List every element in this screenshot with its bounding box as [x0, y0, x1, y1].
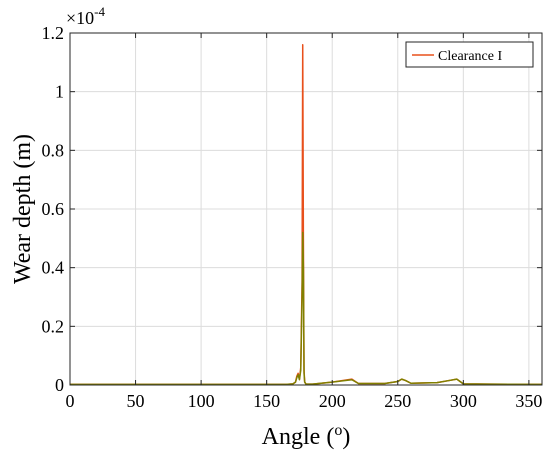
x-axis-label-main: Angle ( [262, 424, 335, 450]
x-tick-label: 300 [450, 391, 477, 411]
y-tick-label: 1 [55, 82, 64, 102]
y-exponent-value: -4 [94, 4, 105, 19]
x-tick-label: 350 [515, 391, 542, 411]
y-tick-label: 0.2 [42, 316, 65, 336]
y-tick-label: 0.4 [42, 258, 65, 278]
series-line-2 [70, 231, 543, 386]
x-tick-label: 0 [66, 391, 75, 411]
y-tick-label: 0.6 [42, 199, 65, 219]
y-axis-exponent: ×10-4 [66, 4, 105, 28]
series-line-1 [70, 43, 543, 386]
x-tick-label: 250 [384, 391, 411, 411]
x-axis-label-degree: o [334, 422, 342, 439]
x-axis-label-close: ) [342, 424, 350, 450]
grid [69, 32, 542, 386]
x-axis-label: Angle (o) [262, 422, 351, 450]
series-layer [70, 43, 543, 386]
y-tick-label: 0 [55, 375, 64, 395]
x-tick-label: 200 [319, 391, 346, 411]
y-tick-label: 1.2 [42, 23, 65, 43]
x-tick-label: 50 [127, 391, 145, 411]
legend: Clearance I [405, 41, 534, 68]
x-tick-label: 100 [188, 391, 215, 411]
ticks: 0 50 100 150 200 250 300 350 0 0.2 0.4 0.6 0.8 1 1.2 [42, 23, 543, 411]
legend-label-clearance-i: Clearance I [438, 49, 502, 64]
y-exponent-prefix: ×10 [66, 8, 94, 28]
y-axis-label: Wear depth (m) [10, 134, 36, 284]
y-tick-label: 0.8 [42, 140, 65, 160]
x-tick-label: 150 [253, 391, 280, 411]
